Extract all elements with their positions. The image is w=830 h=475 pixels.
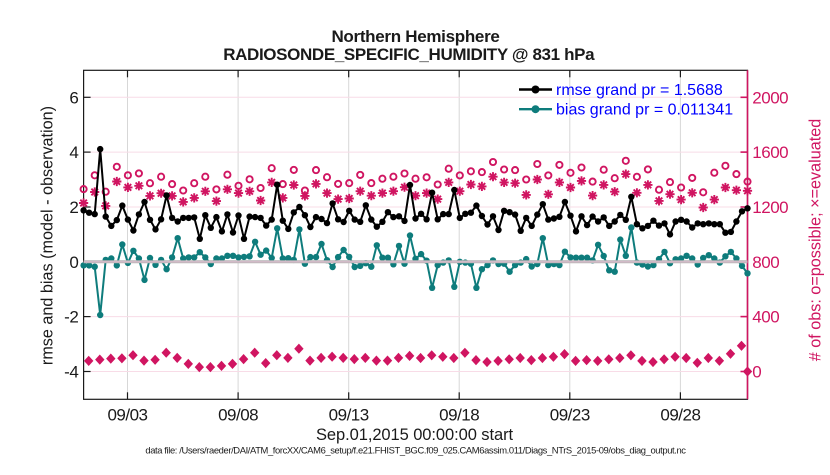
svg-text:2: 2	[69, 198, 78, 217]
svg-text:# of obs: o=possible; ×=evalua: # of obs: o=possible; ×=evaluated	[807, 119, 825, 362]
svg-text:1200: 1200	[752, 198, 788, 217]
svg-text:4: 4	[69, 143, 78, 162]
svg-text:rmse and bias (model - observa: rmse and bias (model - observation)	[39, 106, 57, 365]
svg-text:6: 6	[69, 88, 78, 107]
svg-text:09/13: 09/13	[329, 406, 369, 425]
svg-text:09/28: 09/28	[660, 406, 700, 425]
svg-text:09/18: 09/18	[439, 406, 479, 425]
svg-text:2000: 2000	[752, 88, 788, 107]
svg-text:09/08: 09/08	[218, 406, 258, 425]
svg-text:rmse grand pr = 1.5688: rmse grand pr = 1.5688	[556, 82, 723, 99]
svg-text:1600: 1600	[752, 143, 788, 162]
svg-text:-2: -2	[64, 308, 78, 327]
svg-text:-4: -4	[64, 363, 78, 382]
svg-text:09/03: 09/03	[107, 406, 147, 425]
svg-text:Sep.01,2015 00:00:00 start: Sep.01,2015 00:00:00 start	[316, 426, 513, 444]
svg-text:800: 800	[752, 253, 779, 272]
svg-text:Northern Hemisphere: Northern Hemisphere	[331, 27, 499, 46]
svg-text:400: 400	[752, 308, 779, 327]
svg-text:bias grand pr = 0.011341: bias grand pr = 0.011341	[556, 101, 733, 118]
svg-text:RADIOSONDE_SPECIFIC_HUMIDITY @: RADIOSONDE_SPECIFIC_HUMIDITY @ 831 hPa	[223, 45, 595, 64]
svg-text:0: 0	[69, 253, 78, 272]
svg-text:0: 0	[752, 363, 761, 382]
svg-text:data file: /Users/raeder/DAI/A: data file: /Users/raeder/DAI/ATM_forcXX/…	[145, 445, 686, 456]
svg-text:09/23: 09/23	[550, 406, 590, 425]
